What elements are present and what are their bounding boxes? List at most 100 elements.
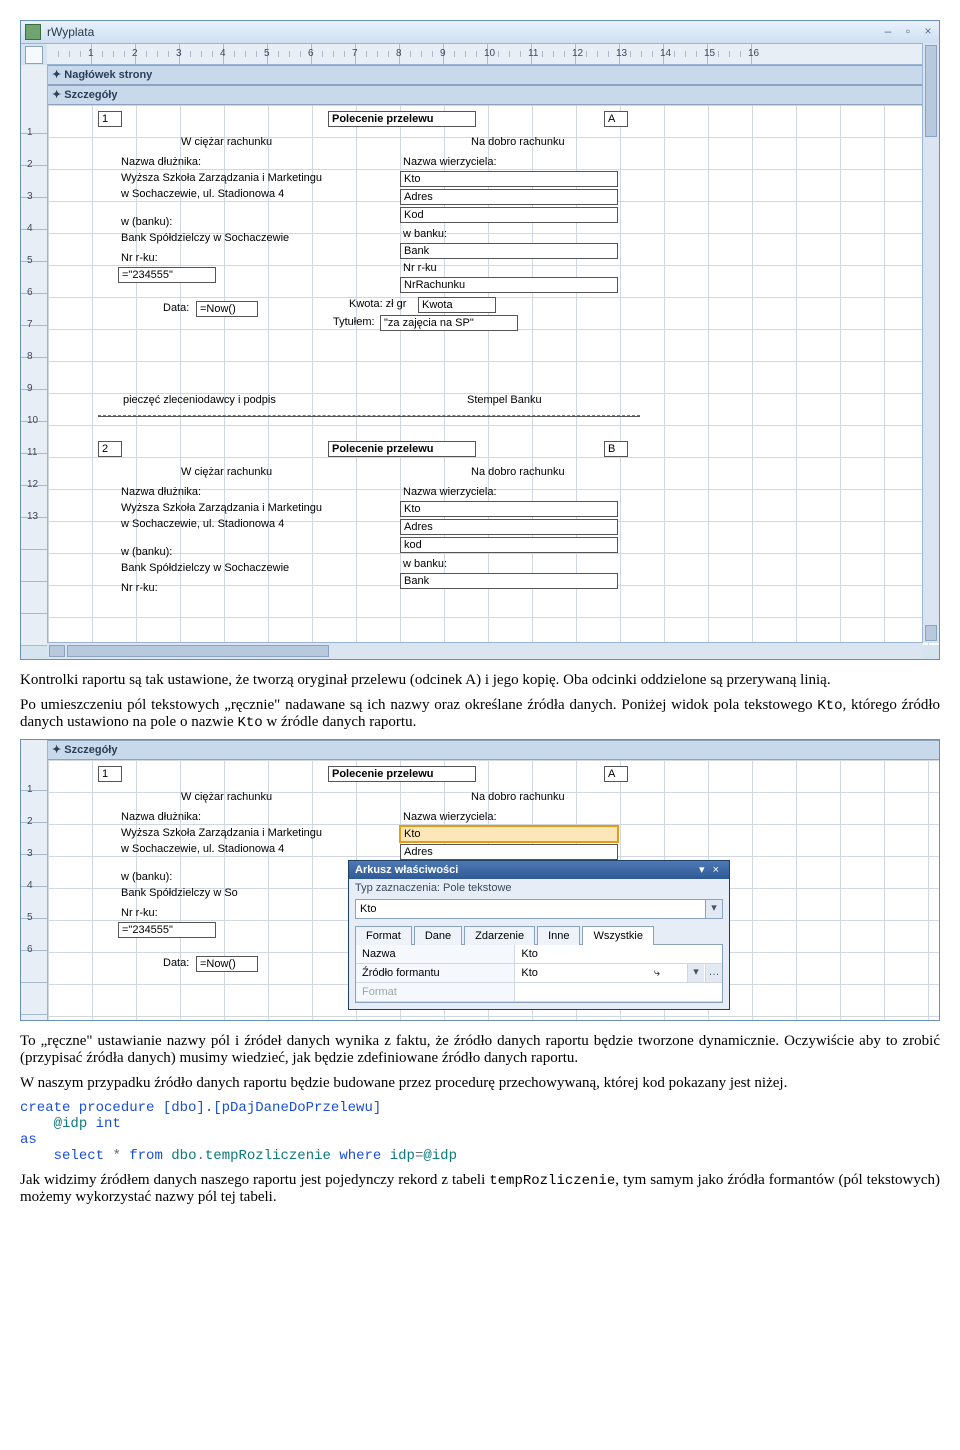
kwota-field[interactable]: Kwota <box>418 297 496 313</box>
nrv[interactable]: ="234555" <box>118 922 216 938</box>
stempel-label: Stempel Banku <box>464 393 545 407</box>
design-canvas[interactable]: ✦ Nagłówek strony ✦ Szczegóły 1 Poleceni… <box>48 65 939 645</box>
kod-field[interactable]: Kod <box>400 207 618 223</box>
chevron-down-icon[interactable]: ▾ <box>687 964 704 982</box>
adr2: w Sochaczewie, ul. Stadionowa 4 <box>118 187 287 201</box>
wbanku2-label: w (banku): <box>118 545 175 559</box>
ndl: Nazwa dłużnika: <box>118 810 204 824</box>
title-l[interactable]: Polecenie przelewu <box>328 766 476 782</box>
nazwaw-label: Nazwa wierzyciela: <box>400 155 500 169</box>
section-header[interactable]: ✦ Nagłówek strony <box>48 65 939 85</box>
kwota-label: Kwota: zł gr <box>346 297 409 311</box>
c1[interactable]: 1 <box>98 766 122 782</box>
corner-2[interactable]: 2 <box>98 441 122 457</box>
ruler-corner[interactable] <box>25 46 43 64</box>
report-designer-window: rWyplata – ▫ × 12345678910111213141516 1… <box>20 20 940 660</box>
propsheet-grid: NazwaKto Źródło formantuKto⤷▾… Format <box>355 945 723 1003</box>
wbanku2r-label: w banku: <box>400 227 450 241</box>
nrrku-val[interactable]: ="234555" <box>118 267 216 283</box>
separator-line <box>98 415 640 417</box>
adr1b: Wyższa Szkoła Zarządzania i Marketingu <box>118 501 325 515</box>
wc: W ciężar rachunku <box>178 790 275 804</box>
prop-row-ghost: Format <box>356 983 722 1002</box>
corner-1[interactable]: 1 <box>98 111 122 127</box>
adr2b: w Sochaczewie, ul. Stadionowa 4 <box>118 517 287 531</box>
tab-zdarzenie[interactable]: Zdarzenie <box>464 926 535 945</box>
tab-inne[interactable]: Inne <box>537 926 580 945</box>
chevron-down-icon[interactable]: ▾ <box>705 900 722 918</box>
tab-wszystkie[interactable]: Wszystkie <box>582 926 654 945</box>
tab-dane[interactable]: Dane <box>414 926 462 945</box>
horizontal-ruler: 12345678910111213141516 <box>47 44 939 65</box>
propsheet-subtitle: Typ zaznaczenia: Pole tekstowe <box>349 879 729 897</box>
bankd: Bank Spółdzielczy w So <box>118 886 241 900</box>
vertical-ruler-2: 123456 <box>21 740 48 1020</box>
nw: Nazwa wierzyciela: <box>400 810 500 824</box>
kto-field[interactable]: Kto <box>400 171 618 187</box>
tytul-field[interactable]: "za zajęcia na SP" <box>380 315 518 331</box>
property-sheet[interactable]: Arkusz właściwości▾× Typ zaznaczenia: Po… <box>348 860 730 1010</box>
dv[interactable]: =Now() <box>196 956 258 972</box>
a2: w Sochaczewie, ul. Stadionowa 4 <box>118 842 287 856</box>
design-canvas-2[interactable]: ✦ Szczegóły 1 Polecenie przelewu A W cię… <box>48 740 939 1020</box>
prop-row-nazwa[interactable]: NazwaKto <box>356 945 722 964</box>
title-label[interactable]: Polecenie przelewu <box>328 111 476 127</box>
para-5: Jak widzimy źródłem danych naszego rapor… <box>20 1172 940 1206</box>
adres2-field[interactable]: Adres <box>400 519 618 535</box>
title2-label[interactable]: Polecenie przelewu <box>328 441 476 457</box>
nazwad2-label: Nazwa dłużnika: <box>118 485 204 499</box>
corner-b[interactable]: B <box>604 441 628 457</box>
section-detail-2[interactable]: ✦ Szczegóły <box>48 740 939 760</box>
restore-icon[interactable]: ▫ <box>901 25 915 39</box>
report-designer-window-2: 123456 ✦ Szczegóły 1 Polecenie przelewu … <box>20 739 940 1021</box>
wbanku-label: w (banku): <box>118 215 175 229</box>
tab-format[interactable]: Format <box>355 926 412 945</box>
nazwad-label: Nazwa dłużnika: <box>118 155 204 169</box>
nr: Nr r-ku: <box>118 906 161 920</box>
para-3: To „ręczne" ustawianie nazwy pól i źróde… <box>20 1033 940 1067</box>
a1: Wyższa Szkoła Zarządzania i Marketingu <box>118 826 325 840</box>
minimize-icon[interactable]: – <box>881 25 895 39</box>
adres-f2[interactable]: Adres <box>400 844 618 860</box>
dlab: Data: <box>160 956 192 970</box>
vertical-scrollbar[interactable] <box>922 43 939 643</box>
kod2-field[interactable]: kod <box>400 537 618 553</box>
nazwaw2-label: Nazwa wierzyciela: <box>400 485 500 499</box>
propsheet-close-icon[interactable]: × <box>709 861 723 879</box>
nadobro2-label: Na dobro rachunku <box>468 465 568 479</box>
window-title: rWyplata <box>47 21 881 43</box>
builder-icon[interactable]: … <box>705 964 722 982</box>
horizontal-scrollbar[interactable] <box>47 642 923 659</box>
prop-row-zrodlo[interactable]: Źródło formantuKto⤷▾… <box>356 964 722 983</box>
adres-field[interactable]: Adres <box>400 189 618 205</box>
data-field[interactable]: =Now() <box>196 301 258 317</box>
nrrkup-label: Nr r-ku <box>400 261 440 275</box>
para-1: Kontrolki raportu są tak ustawione, że t… <box>20 672 940 689</box>
corner-a[interactable]: A <box>604 111 628 127</box>
bank2-field[interactable]: Bank <box>400 573 618 589</box>
ca[interactable]: A <box>604 766 628 782</box>
section-detail[interactable]: ✦ Szczegóły <box>48 85 939 105</box>
bank-field[interactable]: Bank <box>400 243 618 259</box>
nrrku2-label: Nr r-ku: <box>118 581 161 595</box>
nadobro-label: Na dobro rachunku <box>468 135 568 149</box>
wciezar-label: W ciężar rachunku <box>178 135 275 149</box>
kto-field-selected[interactable]: Kto <box>400 826 618 842</box>
kto2-field[interactable]: Kto <box>400 501 618 517</box>
nrrach-field[interactable]: NrRachunku <box>400 277 618 293</box>
vertical-ruler: 12345678910111213 <box>21 65 48 645</box>
wb: w (banku): <box>118 870 175 884</box>
nrrku-label: Nr r-ku: <box>118 251 161 265</box>
propsheet-title: Arkusz właściwości <box>355 861 695 879</box>
titlebar[interactable]: rWyplata – ▫ × <box>21 21 939 44</box>
adr1: Wyższa Szkoła Zarządzania i Marketingu <box>118 171 325 185</box>
wciezar2-label: W ciężar rachunku <box>178 465 275 479</box>
nd: Na dobro rachunku <box>468 790 568 804</box>
propsheet-pin-icon[interactable]: ▾ <box>695 861 709 879</box>
propsheet-object-selector[interactable]: Kto▾ <box>355 899 723 919</box>
pieczec-label: pieczęć zleceniodawcy i podpis <box>120 393 279 407</box>
bankd2-label: Bank Spółdzielczy w Sochaczewie <box>118 561 292 575</box>
propsheet-tabs: Format Dane Zdarzenie Inne Wszystkie <box>355 925 723 945</box>
para-2: Po umieszczeniu pól tekstowych „ręcznie"… <box>20 697 940 731</box>
close-icon[interactable]: × <box>921 25 935 39</box>
